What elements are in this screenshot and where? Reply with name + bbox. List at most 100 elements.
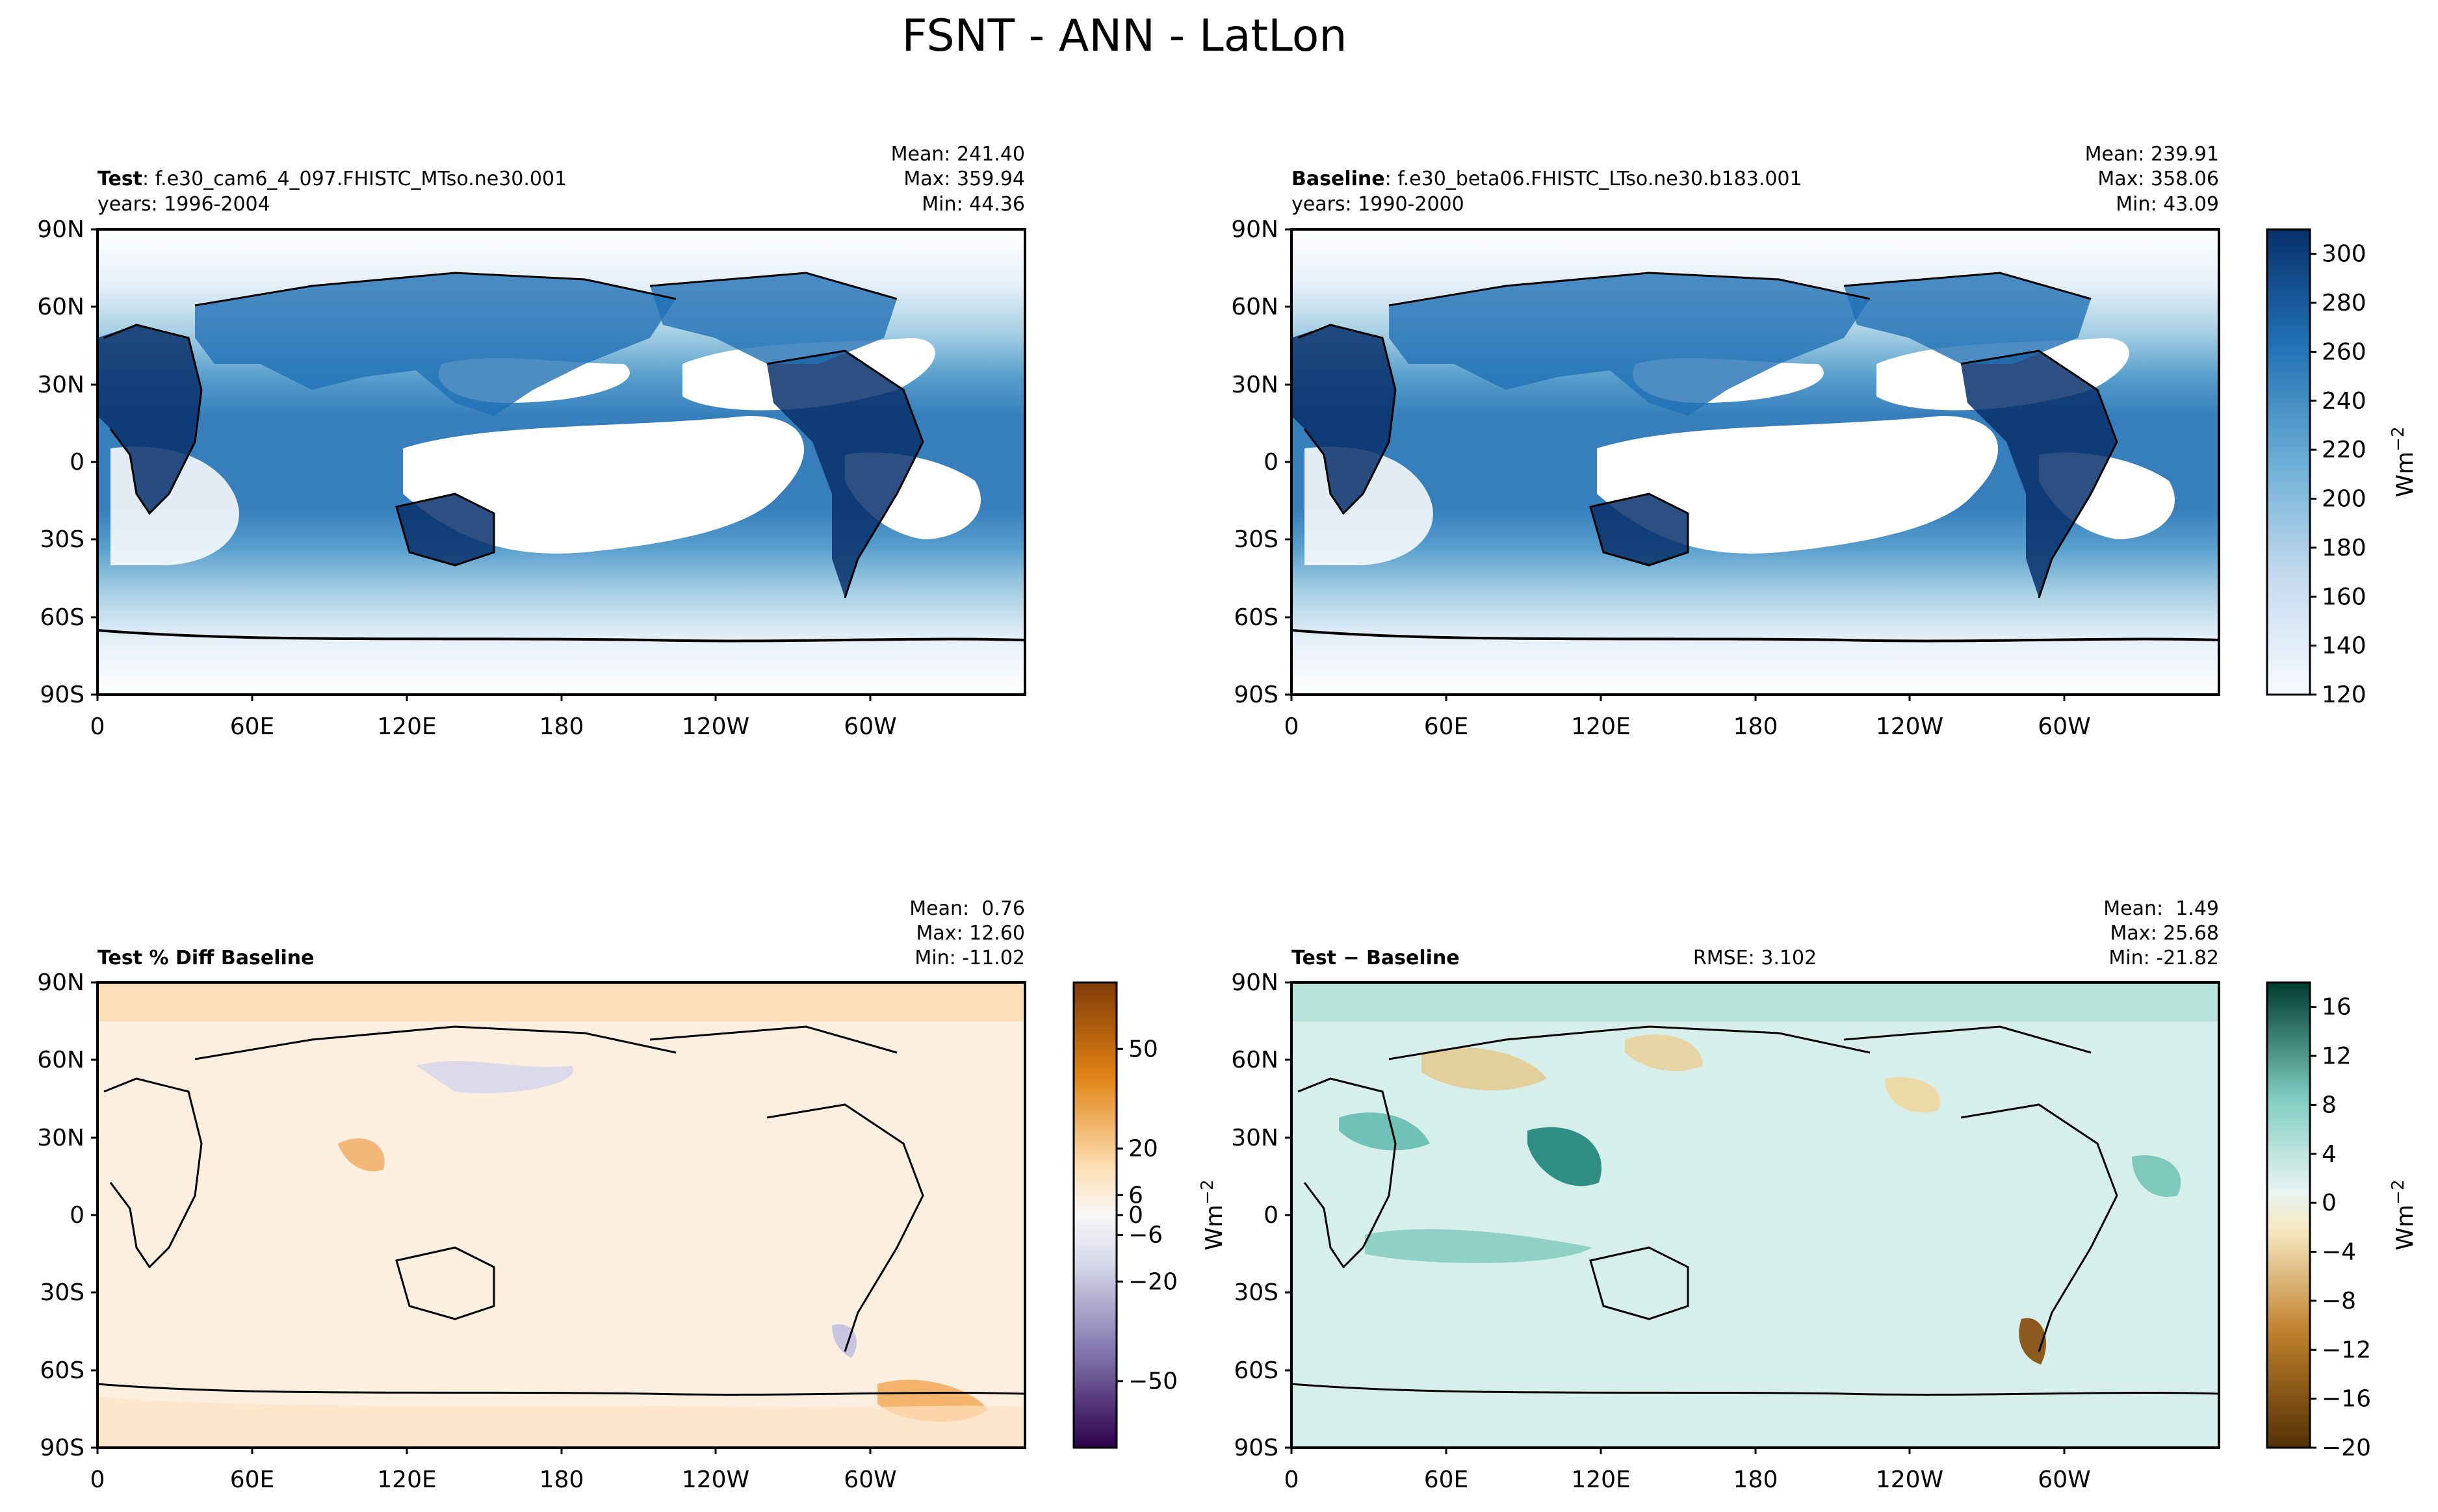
panel-baseline-xtick: 0	[1284, 713, 1299, 740]
colorbar-blues-tick-label: 260	[2322, 339, 2367, 365]
colorbar-brbg-tick-label: 12	[2322, 1043, 2352, 1070]
panel-test-ytick: 60N	[37, 294, 84, 320]
panel-pct-diff-ytick: 30N	[37, 1125, 84, 1151]
panel-pct-diff-ytick: 0	[70, 1202, 84, 1229]
panel-diff-xtick: 120E	[1571, 1467, 1630, 1493]
panel-baseline-ytick: 0	[1264, 449, 1278, 476]
colorbar-brbg-tick-label: 16	[2322, 994, 2352, 1021]
panel-baseline-stat-mean: Mean: 239.91	[2085, 143, 2219, 166]
figure-title: FSNT - ANN - LatLon	[902, 10, 1347, 62]
map-pct-diff	[96, 981, 1026, 1449]
panel-test-years: years: 1996-2004	[97, 193, 270, 216]
panel-baseline-years: years: 1990-2000	[1291, 193, 1464, 216]
colorbar-blues-label-unit: Wm	[2392, 452, 2419, 498]
colorbar-puor-tick-label: 20	[1128, 1136, 1158, 1162]
panel-test-ytick: 60S	[40, 604, 84, 631]
colorbar-brbg-bar	[2266, 981, 2311, 1449]
colorbar-puor-bar	[1072, 981, 1118, 1449]
panel-test-x-ticks: 0 60E 120E 180 120W 60W	[90, 695, 897, 740]
panel-pct-diff-y-ticks: 90N 60N 30N 0 30S 60S 90S	[37, 969, 97, 1461]
colorbar-puor: 50 20 60−6 −20 −50 Wm−2	[1072, 981, 1228, 1449]
panel-diff-y-ticks: 90N 60N 30N 0 30S 60S 90S	[1231, 969, 1291, 1461]
panel-baseline-x-ticks: 0 60E 120E 180 120W 60W	[1284, 695, 2091, 740]
panel-diff-ytick: 60S	[1234, 1357, 1278, 1384]
panel-pct-diff-xtick: 60W	[844, 1467, 896, 1493]
panel-test: Test: f.e30_cam6_4_097.FHISTC_MTso.ne30.…	[37, 143, 1026, 740]
colorbar-puor-tick-label: 50	[1128, 1036, 1158, 1062]
panel-baseline-stat-max: Max: 358.06	[2097, 168, 2219, 190]
panel-diff-ytick: 60N	[1231, 1047, 1278, 1073]
colorbar-brbg-label-sup: −2	[2389, 1180, 2408, 1205]
colorbar-brbg-tick-label: −4	[2322, 1239, 2356, 1266]
panel-pct-diff: Test % Diff Baseline Mean: 0.76 Max: 12.…	[37, 897, 1026, 1493]
panel-test-stat-min: Min: 44.36	[922, 193, 1025, 216]
panel-baseline-label-rest: : f.e30_beta06.FHISTC_LTso.ne30.b183.001	[1385, 168, 1802, 190]
colorbar-brbg-label: Wm−2	[2389, 1180, 2419, 1251]
panel-pct-diff-ytick: 90S	[40, 1435, 84, 1461]
panel-diff-xtick: 60E	[1424, 1467, 1469, 1493]
panel-test-xtick: 120W	[682, 713, 749, 740]
panel-baseline-ytick: 60N	[1231, 294, 1278, 320]
panel-pct-diff-xtick: 60E	[230, 1467, 275, 1493]
panel-diff-xtick: 0	[1284, 1467, 1299, 1493]
colorbar-puor-tick-label: 6	[1128, 1182, 1143, 1209]
colorbar-brbg: 16 12 8 4 0 −4 −8 −12 −16 −20 Wm−2	[2266, 981, 2419, 1461]
colorbar-blues-tick-label: 180	[2322, 535, 2367, 561]
panel-baseline-ytick: 30S	[1234, 526, 1278, 553]
panel-diff-ytick: 30S	[1234, 1279, 1278, 1306]
panel-diff-ytick: 90S	[1234, 1435, 1278, 1461]
panel-diff: Test − Baseline RMSE: 3.102 Mean: 1.49 M…	[1231, 897, 2220, 1493]
panel-pct-diff-xtick: 180	[539, 1467, 584, 1493]
panel-pct-diff-ytick: 60S	[40, 1357, 84, 1384]
colorbar-brbg-label-unit: Wm	[2392, 1205, 2419, 1251]
panel-diff-ytick: 30N	[1231, 1125, 1278, 1151]
panel-test-ytick: 30N	[37, 372, 84, 398]
panel-diff-xtick: 180	[1733, 1467, 1778, 1493]
colorbar-puor-label: Wm−2	[1198, 1180, 1228, 1251]
colorbar-blues-tick-label: 220	[2322, 437, 2367, 463]
colorbar-brbg-tick-label: 0	[2322, 1190, 2337, 1216]
panel-test-label-rest: : f.e30_cam6_4_097.FHISTC_MTso.ne30.001	[142, 168, 567, 190]
panel-baseline-label: Baseline: f.e30_beta06.FHISTC_LTso.ne30.…	[1291, 168, 1802, 190]
colorbar-blues-label-sup: −2	[2389, 427, 2408, 452]
panel-diff-stat-mean: Mean: 1.49	[2103, 897, 2219, 920]
colorbar-brbg-tick-label: −12	[2322, 1337, 2371, 1363]
colorbar-blues: 300 280 260 240 220 200 180 160 140 120 Wm−2	[2266, 228, 2419, 708]
panel-baseline: Baseline: f.e30_beta06.FHISTC_LTso.ne30.…	[1231, 143, 2220, 740]
panel-baseline-ytick: 30N	[1231, 372, 1278, 398]
map-test	[96, 228, 1026, 696]
colorbar-brbg-tick-label: −20	[2322, 1435, 2371, 1461]
panel-diff-stat-min: Min: -21.82	[2108, 947, 2219, 969]
panel-diff-label-rest: − Baseline	[1336, 947, 1460, 969]
panel-test-label: Test: f.e30_cam6_4_097.FHISTC_MTso.ne30.…	[97, 168, 567, 190]
panel-baseline-label-bold: Baseline	[1291, 168, 1385, 190]
panel-test-xtick: 60W	[844, 713, 896, 740]
panel-pct-diff-stat-mean: Mean: 0.76	[909, 897, 1025, 920]
panel-baseline-y-ticks: 90N 60N 30N 0 30S 60S 90S	[1231, 216, 1291, 708]
panel-diff-rmse: RMSE: 3.102	[1693, 947, 1817, 969]
panel-baseline-xtick: 120E	[1571, 713, 1630, 740]
colorbar-puor-tick-label: −6	[1128, 1222, 1163, 1249]
colorbar-puor-tick-label: 0	[1128, 1202, 1143, 1229]
panel-pct-diff-xtick: 120E	[377, 1467, 436, 1493]
colorbar-blues-tick-label: 200	[2322, 486, 2367, 513]
colorbar-blues-tick-label: 240	[2322, 388, 2367, 415]
panel-test-xtick: 180	[539, 713, 584, 740]
colorbar-blues-bar	[2266, 228, 2311, 696]
panel-diff-ytick: 90N	[1231, 969, 1278, 996]
panel-baseline-xtick: 60E	[1424, 713, 1469, 740]
panel-baseline-ytick: 60S	[1234, 604, 1278, 631]
map-baseline	[1290, 228, 2220, 696]
panel-test-stat-max: Max: 359.94	[903, 168, 1025, 190]
colorbar-blues-tick-label: 160	[2322, 583, 2367, 610]
panel-baseline-ytick: 90S	[1234, 682, 1278, 708]
panel-diff-ytick: 0	[1264, 1202, 1278, 1229]
colorbar-blues-label: Wm−2	[2389, 427, 2419, 498]
colorbar-blues-tick-label: 120	[2322, 682, 2367, 708]
panel-diff-label-bold: Test	[1291, 947, 1336, 969]
colorbar-brbg-tick-label: −8	[2322, 1288, 2356, 1314]
panel-test-ytick: 30S	[40, 526, 84, 553]
panel-diff-xtick: 60W	[2038, 1467, 2090, 1493]
panel-pct-diff-stat-min: Min: -11.02	[914, 947, 1025, 969]
